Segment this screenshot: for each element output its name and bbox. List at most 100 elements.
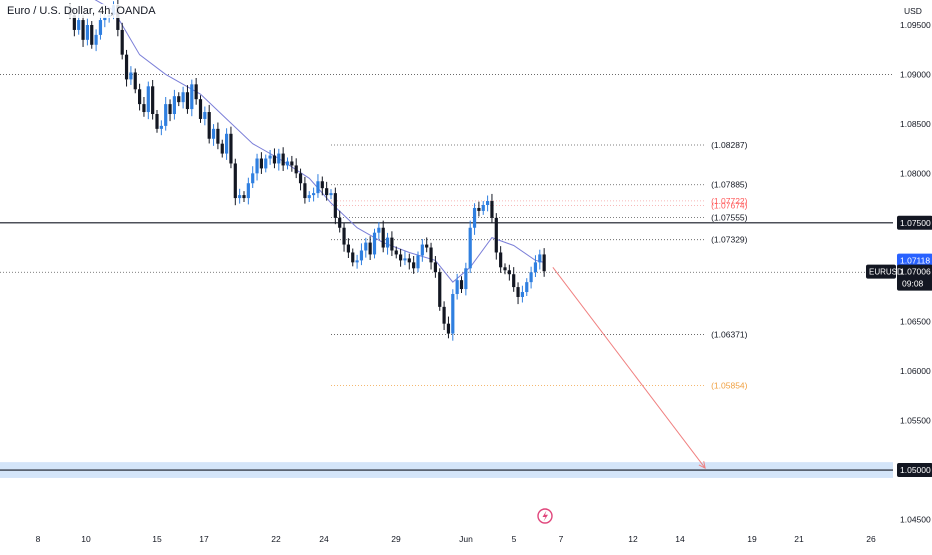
time-tick: 12 <box>628 534 638 544</box>
level-label: (1.07329) <box>711 235 748 245</box>
price-tick: 1.06500 <box>900 317 931 327</box>
candle-body <box>124 54 129 80</box>
candle-body <box>412 262 416 269</box>
level-label: (1.07722) <box>711 196 748 206</box>
candle-body <box>190 84 194 110</box>
projection-arrow-line <box>552 267 706 469</box>
time-axis-layer: 8 10 15 17 22 24 29 Jun 5 7 12 14 19 21 26 <box>36 534 876 544</box>
candle-body <box>164 104 168 126</box>
candle-body <box>242 195 246 199</box>
candle-body <box>312 193 316 196</box>
candle-body <box>298 173 303 184</box>
symbol-title: Euro / U.S. Dollar, 4h, OANDA <box>4 4 159 18</box>
candle-body <box>372 232 377 255</box>
candle-body <box>277 153 281 164</box>
candle-body <box>381 227 385 248</box>
lightning-icon[interactable] <box>537 508 553 524</box>
projection-arrow-head <box>698 461 706 469</box>
candle-body <box>359 250 364 261</box>
candle-body <box>146 86 150 113</box>
candle-body <box>399 254 403 261</box>
price-tick: 1.06000 <box>900 366 931 376</box>
candle-body <box>481 204 485 211</box>
candle-body <box>499 252 503 268</box>
candle-body <box>220 143 224 154</box>
price-tag-box <box>897 463 932 478</box>
candle-body <box>281 153 285 166</box>
price-tick: 1.09000 <box>900 69 931 79</box>
candle-body <box>538 254 542 263</box>
symbol-tag: EURUSD <box>869 268 903 277</box>
price-tick: 1.08500 <box>900 119 931 129</box>
candle-body <box>338 217 342 228</box>
candle-body <box>468 227 472 269</box>
time-tick: 5 <box>512 534 517 544</box>
candle-body <box>507 270 511 275</box>
candle-body <box>229 133 233 164</box>
current-price-box <box>897 264 932 291</box>
candle-body <box>446 323 451 334</box>
candle-body <box>246 183 250 199</box>
price-axis-layer: USD 1.09500 1.09000 1.08500 1.08000 1.07500 1.… <box>866 6 932 525</box>
candle-body <box>129 72 133 80</box>
candle-body <box>542 254 546 272</box>
time-tick: 17 <box>199 534 209 544</box>
candle-body <box>351 252 355 263</box>
candle-body <box>138 89 142 105</box>
candle-body <box>72 15 76 30</box>
time-tick: 22 <box>271 534 281 544</box>
candle-body <box>494 217 498 253</box>
candle-body <box>155 114 159 129</box>
candle-body <box>364 242 368 251</box>
candle-body <box>251 173 255 184</box>
time-tick: Jun <box>459 534 473 544</box>
candle-body <box>320 181 324 189</box>
time-tick: 7 <box>559 534 564 544</box>
moving-average-layer <box>94 0 545 283</box>
price-tick: 1.09500 <box>900 20 931 30</box>
candle-body <box>442 306 446 324</box>
candle-body <box>259 158 263 169</box>
candle-body <box>529 272 533 283</box>
candle-body <box>142 104 146 113</box>
candle-body <box>394 250 398 255</box>
symbol-tag-box <box>866 264 896 279</box>
candle-body <box>290 161 294 166</box>
candle-body <box>120 29 124 55</box>
price-tick: 1.05500 <box>900 416 931 426</box>
candle-body <box>151 86 155 115</box>
price-tick: 1.08000 <box>900 168 931 178</box>
candle-body <box>516 287 520 297</box>
candle-body <box>342 227 346 245</box>
candle-body <box>459 280 464 290</box>
price-tick: 1.05000 <box>900 465 931 475</box>
candle-body <box>268 155 272 159</box>
candle-body <box>464 268 468 290</box>
candle-body <box>433 262 437 273</box>
candle-body <box>90 25 94 45</box>
candle-body <box>225 133 229 154</box>
candle-body <box>316 181 320 194</box>
time-tick: 24 <box>319 534 329 544</box>
price-tick: 1.07500 <box>900 218 931 228</box>
candle-body <box>159 125 163 129</box>
candle-body <box>368 242 372 255</box>
candle-body <box>425 244 429 248</box>
level-label: (1.06371) <box>711 329 748 339</box>
current-price-label: 1.07006 <box>900 267 931 277</box>
candle-body <box>390 237 394 251</box>
candle-body <box>403 258 407 261</box>
candle-body <box>168 104 172 115</box>
candle-body <box>172 96 176 115</box>
candle-body <box>438 272 442 307</box>
candle-body <box>346 244 350 253</box>
candle-body <box>181 92 185 103</box>
time-tick: 26 <box>866 534 876 544</box>
level-label: (1.05854) <box>711 381 748 391</box>
candle-body <box>520 292 524 297</box>
candle-body <box>216 128 220 144</box>
candle-body <box>416 255 420 269</box>
candle-body <box>103 17 107 21</box>
